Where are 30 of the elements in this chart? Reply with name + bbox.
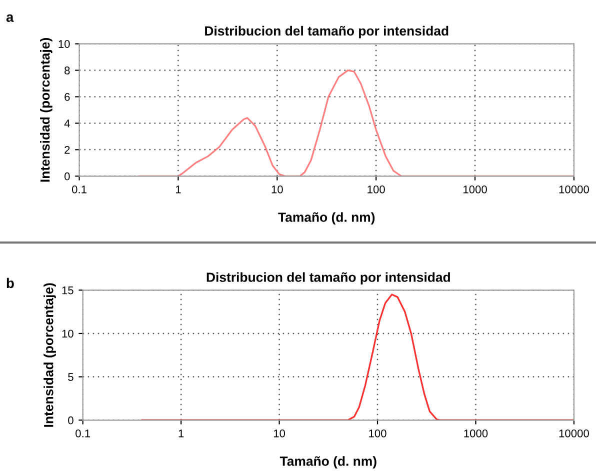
chart-title: Distribucion del tamaño por intensidad — [205, 26, 448, 38]
y-axis-title: Intensidad (porcentaje) — [40, 38, 52, 182]
x-tick-label: 1 — [178, 430, 184, 438]
x-tick-label: 0.1 — [76, 429, 90, 438]
y-axis-title: Intensidad (porcentaje) — [44, 283, 56, 427]
y-tick-label: 10 — [62, 330, 74, 338]
y-tick-label: 5 — [68, 373, 74, 381]
y-tick-label: 6 — [64, 93, 70, 101]
y-tick-label: 15 — [62, 286, 74, 294]
x-tick-label: 0.1 — [72, 185, 86, 194]
y-tick-label: 2 — [64, 146, 70, 154]
x-axis-title: Tamaño (d. nm) — [280, 456, 376, 468]
y-tick-label: 0 — [64, 172, 70, 180]
x-tick-label: 10 — [272, 185, 283, 194]
x-axis-title: Tamaño (d. nm) — [278, 212, 375, 225]
x-tick-label: 10000 — [559, 185, 589, 194]
chart-title: Distribucion del tamaño por intensidad — [206, 272, 450, 285]
x-tick-label: 1 — [176, 186, 181, 194]
y-tick-label: 10 — [58, 40, 70, 48]
text: b — [6, 278, 14, 288]
y-tick-label: 4 — [64, 120, 70, 128]
x-tick-label: 10000 — [559, 429, 589, 438]
x-tick-label: 10 — [274, 429, 286, 438]
y-tick-label: 8 — [64, 66, 70, 74]
x-tick-label: 100 — [369, 429, 386, 438]
x-tick-label: 1000 — [464, 429, 488, 438]
x-tick-label: 100 — [368, 185, 385, 194]
y-tick-label: 0 — [68, 416, 74, 424]
text: a — [6, 14, 14, 22]
x-tick-label: 1000 — [464, 185, 487, 194]
